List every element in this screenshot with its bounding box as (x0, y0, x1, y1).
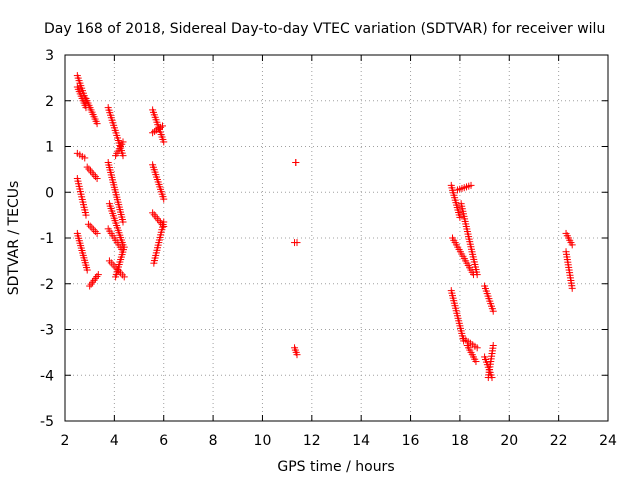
data-point (88, 169, 96, 177)
data-point (472, 358, 480, 366)
data-point (456, 213, 464, 221)
grid (65, 55, 608, 421)
data-point (83, 266, 91, 274)
data-points (73, 72, 576, 382)
data-point (467, 181, 475, 189)
data-point (85, 165, 93, 173)
data-point (568, 284, 576, 292)
x-tick-label: 14 (352, 433, 370, 449)
data-point (158, 122, 166, 130)
data-point (83, 163, 91, 171)
y-tick-label: -5 (40, 414, 54, 430)
data-point (489, 342, 497, 350)
data-point (473, 344, 481, 352)
x-tick-label: 2 (61, 433, 70, 449)
y-tick-label: -2 (40, 277, 54, 293)
data-point (84, 220, 92, 228)
data-point (120, 243, 128, 251)
x-tick-label: 24 (599, 433, 617, 449)
x-tick-label: 10 (254, 433, 272, 449)
data-point (293, 351, 301, 359)
data-point (81, 154, 89, 162)
x-tick-label: 12 (303, 433, 321, 449)
data-point (489, 307, 497, 315)
x-tick-label: 8 (209, 433, 218, 449)
chart-title: Day 168 of 2018, Sidereal Day-to-day VTE… (44, 21, 605, 37)
axis-ticks (64, 54, 609, 422)
x-tick-label: 4 (110, 433, 119, 449)
y-tick-label: 3 (45, 48, 54, 64)
y-axis-label: SDTVAR / TECUs (6, 181, 22, 296)
y-tick-label: -3 (40, 323, 54, 339)
y-tick-label: 0 (45, 185, 54, 201)
data-point (119, 218, 127, 226)
data-point (292, 159, 300, 167)
y-tick-label: 2 (45, 94, 54, 110)
data-point (90, 226, 98, 234)
x-axis-label: GPS time / hours (277, 459, 394, 475)
y-tick-label: -1 (40, 231, 54, 247)
x-tick-label: 16 (402, 433, 420, 449)
data-point (120, 273, 128, 281)
y-tick-label: 1 (45, 140, 54, 156)
plot-frame (64, 54, 609, 422)
data-point (293, 239, 301, 247)
data-point (82, 211, 90, 219)
y-tick-labels: 3 2 1 0 -1 -2 -3 -4 -5 (40, 48, 54, 430)
data-point (91, 228, 99, 236)
y-tick-label: -4 (40, 368, 54, 384)
x-tick-label: 22 (550, 433, 568, 449)
data-point (90, 171, 98, 179)
data-point (473, 271, 481, 279)
x-tick-labels: 2 4 6 8 10 12 14 16 18 20 22 24 (61, 433, 617, 449)
data-point (93, 175, 101, 183)
data-point (88, 224, 96, 232)
data-point (568, 241, 576, 249)
data-point (93, 120, 101, 128)
data-point (119, 138, 127, 146)
data-point (94, 271, 102, 279)
data-point (87, 167, 95, 175)
data-point (160, 138, 168, 146)
x-tick-label: 18 (451, 433, 469, 449)
data-point (86, 222, 94, 230)
data-point (91, 173, 99, 181)
data-point (119, 152, 127, 160)
data-point (93, 229, 101, 237)
x-tick-label: 20 (500, 433, 518, 449)
data-point (160, 218, 168, 226)
x-tick-label: 6 (159, 433, 168, 449)
data-point (160, 195, 168, 203)
